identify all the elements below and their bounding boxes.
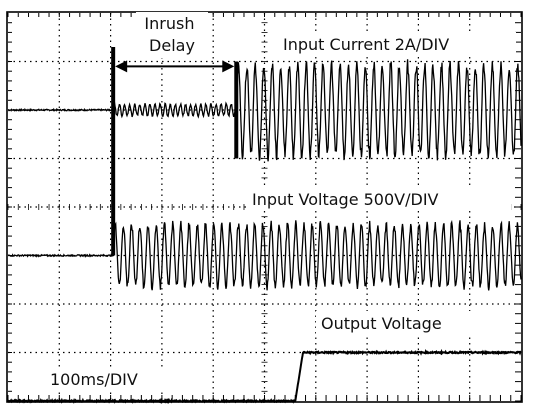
label-background xyxy=(136,12,208,58)
input-current-label: Input Current 2A/DIV xyxy=(283,35,449,54)
inrush-delay-markers xyxy=(111,46,239,256)
arrow-left-icon xyxy=(115,60,128,73)
inrush-delay-line-1: Inrush xyxy=(144,14,194,33)
label-background xyxy=(316,311,488,335)
input-voltage-trace xyxy=(7,219,522,291)
inrush-delay-label: Inrush Delay xyxy=(144,14,199,55)
arrow-right-icon xyxy=(222,60,235,73)
graticule xyxy=(7,13,522,402)
traces xyxy=(7,59,522,405)
timebase-label: 100ms/DIV xyxy=(50,370,138,389)
label-background xyxy=(247,187,511,211)
inrush-delay-line-2: Delay xyxy=(149,36,195,55)
output-voltage-label: Output Voltage xyxy=(321,314,442,333)
label-background xyxy=(45,367,173,391)
output-voltage-trace xyxy=(7,348,522,405)
input-voltage-label: Input Voltage 500V/DIV xyxy=(252,190,439,209)
input-current-trace xyxy=(7,59,522,162)
label-background xyxy=(278,32,516,56)
